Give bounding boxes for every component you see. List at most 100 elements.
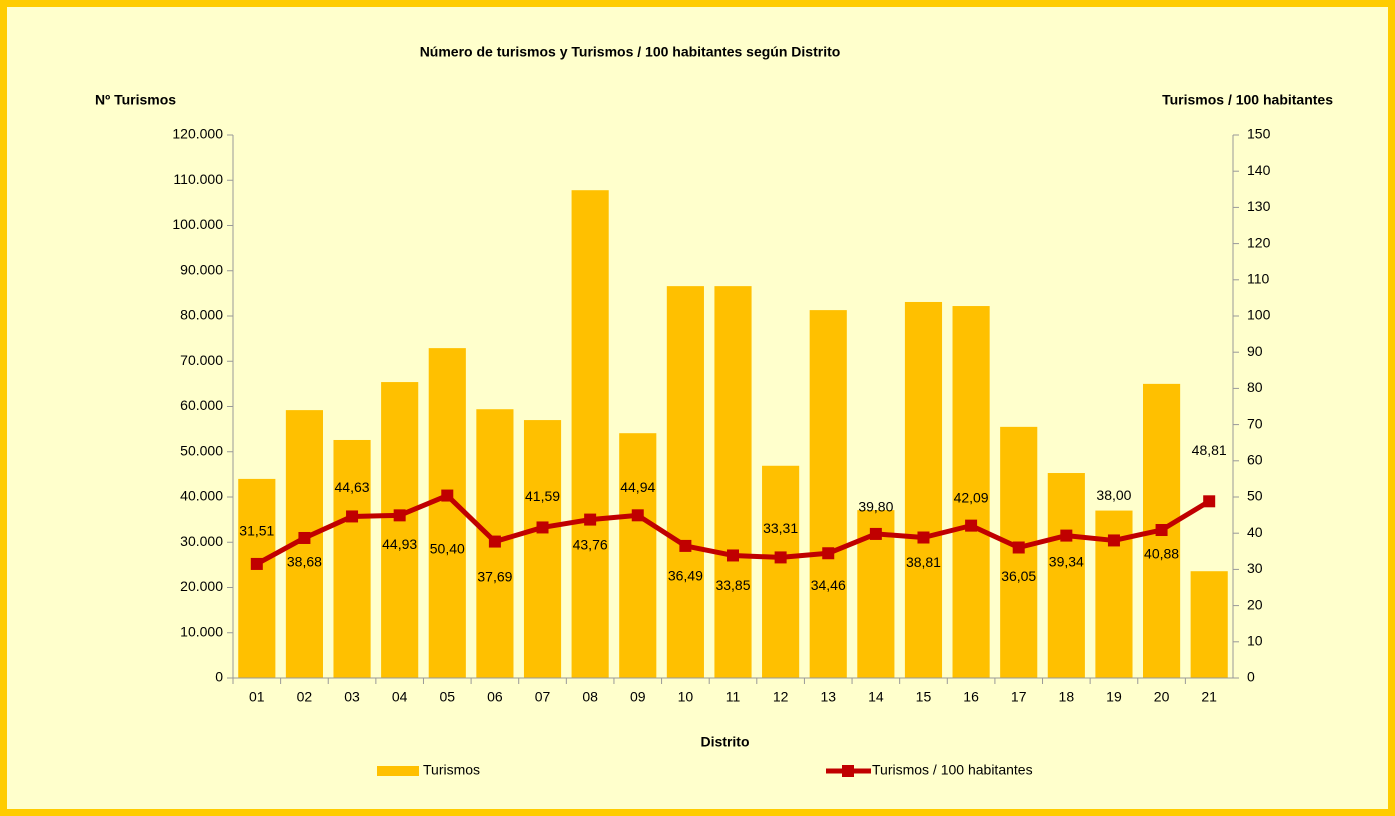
x-tick-label: 16 [963, 689, 979, 705]
data-label: 38,81 [906, 554, 941, 570]
line-marker [1012, 541, 1025, 554]
line-marker [679, 539, 692, 552]
line-marker [631, 509, 644, 522]
y-tick-label: 70.000 [180, 352, 223, 368]
line-marker [298, 531, 311, 544]
data-label: 39,80 [858, 499, 893, 515]
y2-tick-label: 20 [1247, 596, 1263, 612]
bar [904, 301, 943, 678]
chart-title: Número de turismos y Turismos / 100 habi… [420, 44, 841, 60]
data-label: 50,40 [430, 540, 465, 556]
y2-tick-label: 60 [1247, 452, 1263, 468]
y-tick-label: 90.000 [180, 261, 223, 277]
x-tick-label: 04 [392, 689, 408, 705]
y2-tick-label: 140 [1247, 162, 1271, 178]
data-label: 39,34 [1049, 553, 1084, 569]
y2-tick-label: 90 [1247, 343, 1263, 359]
line-marker [1203, 495, 1216, 508]
bar [714, 286, 752, 678]
y-tick-label: 50.000 [180, 442, 223, 458]
line-marker [917, 531, 930, 544]
data-label: 48,81 [1192, 442, 1227, 458]
line-marker [822, 547, 835, 560]
x-tick-label: 13 [820, 689, 836, 705]
x-tick-label: 18 [1059, 689, 1075, 705]
x-tick-label: 08 [582, 689, 598, 705]
data-label: 33,85 [715, 577, 750, 593]
line-marker [488, 535, 501, 548]
bar [523, 420, 562, 678]
bar [1047, 473, 1085, 678]
x-tick-label: 01 [249, 689, 265, 705]
y2-tick-label: 130 [1247, 198, 1271, 214]
x-tick-label: 06 [487, 689, 503, 705]
data-label: 44,63 [335, 479, 370, 495]
y2-tick-label: 50 [1247, 488, 1263, 504]
bar [381, 382, 419, 678]
y-tick-label: 80.000 [180, 307, 223, 323]
x-tick-label: 21 [1201, 689, 1217, 705]
line-marker [869, 527, 882, 540]
data-label: 41,59 [525, 488, 560, 504]
bar [952, 306, 990, 678]
legend-label: Turismos / 100 habitantes [872, 762, 1033, 778]
data-label: 31,51 [239, 523, 274, 539]
y-tick-label: 0 [215, 669, 223, 685]
line-marker [250, 557, 263, 570]
bar [428, 348, 466, 678]
x-tick-label: 19 [1106, 689, 1122, 705]
data-label: 42,09 [954, 489, 989, 505]
y2-tick-label: 150 [1247, 126, 1271, 142]
y2-tick-label: 40 [1247, 524, 1263, 540]
x-tick-label: 15 [916, 689, 932, 705]
legend-label: Turismos [423, 762, 480, 778]
line-marker [727, 549, 739, 562]
line-marker [536, 521, 549, 534]
x-tick-label: 03 [344, 689, 360, 705]
line-marker [1107, 534, 1120, 547]
y-tick-label: 120.000 [172, 126, 223, 142]
data-label: 43,76 [573, 536, 608, 552]
y2-tick-label: 120 [1247, 234, 1271, 250]
line-marker [584, 513, 597, 526]
y-tick-label: 20.000 [180, 578, 223, 594]
y2-tick-label: 0 [1247, 669, 1255, 685]
y2-tick-label: 110 [1247, 271, 1270, 287]
data-label: 44,93 [382, 536, 417, 552]
x-tick-label: 02 [297, 689, 313, 705]
x-tick-label: 10 [678, 689, 694, 705]
y2-tick-label: 70 [1247, 415, 1263, 431]
legend-swatch [377, 766, 419, 776]
y-tick-label: 40.000 [180, 488, 223, 504]
y-tick-label: 10.000 [180, 623, 223, 639]
bar [333, 439, 371, 678]
y2-tick-label: 10 [1247, 633, 1263, 649]
data-label: 36,05 [1001, 568, 1036, 584]
y-tick-label: 30.000 [180, 533, 223, 549]
x-tick-label: 12 [773, 689, 789, 705]
x-tick-label: 20 [1154, 689, 1170, 705]
y2-tick-label: 30 [1247, 560, 1263, 576]
data-label: 37,69 [477, 568, 512, 584]
line-marker [965, 519, 978, 532]
x-tick-label: 09 [630, 689, 646, 705]
bar [619, 433, 657, 678]
bar [1190, 571, 1228, 678]
y2-tick-label: 100 [1247, 307, 1271, 323]
line-marker [774, 551, 787, 564]
y2-axis-title: Turismos / 100 habitantes [1162, 92, 1333, 108]
bar [666, 286, 704, 678]
x-tick-label: 14 [868, 689, 884, 705]
data-label: 40,88 [1144, 546, 1179, 562]
data-label: 33,31 [763, 520, 798, 536]
x-tick-label: 11 [726, 689, 741, 705]
x-tick-label: 17 [1011, 689, 1027, 705]
data-label: 44,94 [620, 479, 655, 495]
line-marker [441, 489, 454, 502]
data-label: 34,46 [811, 577, 846, 593]
data-label: 38,00 [1096, 487, 1131, 503]
line-marker [393, 509, 406, 522]
y2-tick-label: 80 [1247, 379, 1263, 395]
data-label: 38,68 [287, 554, 322, 570]
